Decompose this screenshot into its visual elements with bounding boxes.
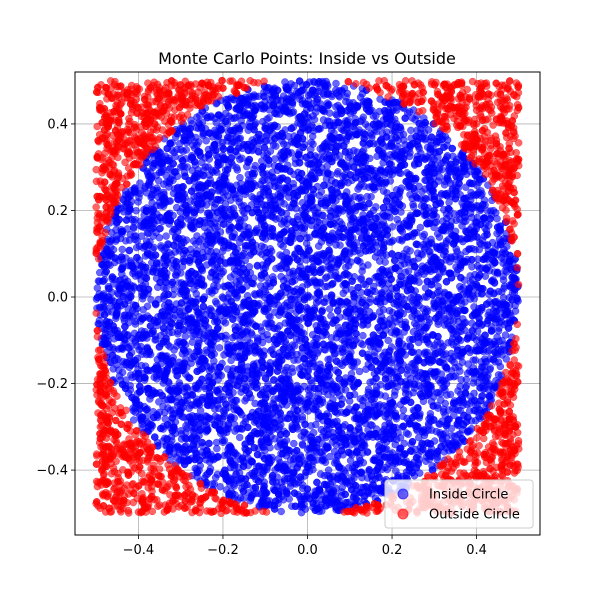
inside-point bbox=[493, 333, 501, 341]
inside-point bbox=[390, 391, 399, 400]
inside-point bbox=[418, 188, 426, 196]
inside-point bbox=[335, 93, 344, 101]
inside-point bbox=[334, 275, 342, 283]
inside-point bbox=[350, 146, 358, 155]
inside-point bbox=[162, 232, 170, 240]
inside-point bbox=[157, 244, 166, 252]
inside-point bbox=[257, 157, 266, 165]
inside-point bbox=[339, 289, 348, 297]
inside-point bbox=[109, 365, 118, 373]
inside-point bbox=[336, 241, 344, 249]
inside-point bbox=[392, 145, 400, 153]
inside-point bbox=[236, 155, 244, 164]
chart-title: Monte Carlo Points: Inside vs Outside bbox=[158, 49, 456, 68]
inside-point bbox=[493, 214, 501, 223]
inside-point bbox=[272, 142, 280, 150]
inside-point bbox=[293, 350, 301, 359]
inside-point bbox=[436, 420, 444, 428]
inside-point bbox=[353, 256, 362, 264]
inside-point bbox=[215, 344, 224, 352]
inside-point bbox=[202, 346, 211, 354]
inside-point bbox=[132, 207, 140, 215]
inside-point bbox=[356, 193, 365, 202]
inside-point bbox=[156, 224, 165, 233]
inside-point bbox=[96, 268, 104, 277]
inside-point bbox=[338, 483, 346, 492]
inside-point bbox=[227, 356, 235, 365]
inside-point bbox=[224, 192, 232, 200]
inside-point bbox=[315, 191, 324, 200]
series-inside-circle bbox=[92, 77, 522, 517]
inside-point bbox=[499, 294, 508, 302]
inside-point bbox=[316, 125, 324, 133]
inside-point bbox=[170, 346, 178, 354]
inside-point bbox=[316, 470, 325, 478]
inside-point bbox=[220, 436, 229, 445]
inside-point bbox=[335, 391, 344, 400]
inside-point bbox=[155, 233, 164, 242]
inside-point bbox=[200, 166, 208, 175]
inside-point bbox=[434, 273, 443, 282]
inside-point bbox=[332, 441, 341, 449]
inside-point bbox=[138, 295, 147, 303]
inside-point bbox=[143, 302, 152, 311]
inside-point bbox=[384, 336, 392, 345]
inside-point bbox=[395, 235, 403, 244]
inside-point bbox=[172, 203, 181, 212]
inside-point bbox=[468, 319, 476, 328]
inside-point bbox=[407, 126, 415, 135]
inside-point bbox=[494, 327, 503, 335]
inside-point bbox=[291, 159, 300, 168]
inside-point bbox=[366, 378, 374, 387]
inside-point bbox=[445, 198, 453, 207]
inside-point bbox=[135, 193, 143, 202]
points-layer bbox=[92, 76, 523, 518]
inside-point bbox=[118, 245, 126, 254]
inside-point bbox=[451, 363, 459, 372]
inside-point bbox=[253, 261, 262, 270]
inside-point bbox=[355, 367, 364, 376]
inside-point bbox=[338, 86, 346, 95]
inside-point bbox=[236, 173, 244, 182]
inside-point bbox=[389, 236, 397, 245]
inside-point bbox=[332, 79, 340, 88]
inside-point bbox=[470, 389, 478, 398]
inside-point bbox=[213, 470, 222, 479]
inside-point bbox=[354, 185, 362, 193]
inside-point bbox=[202, 136, 210, 145]
inside-point bbox=[213, 444, 221, 453]
inside-point bbox=[359, 341, 367, 349]
